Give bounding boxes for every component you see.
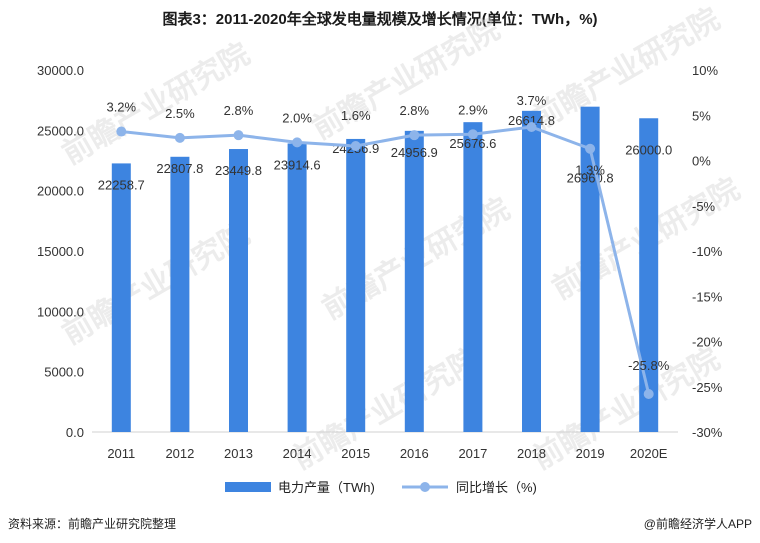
growth-value-label: 2.9% — [458, 102, 488, 117]
bar-value-label: 22258.7 — [98, 177, 145, 192]
x-axis-tick-label: 2013 — [224, 446, 253, 461]
x-axis-tick-label: 2012 — [165, 446, 194, 461]
legend-label-line: 同比增长（%) — [456, 480, 537, 495]
growth-value-label: 1.3% — [575, 163, 605, 178]
right-axis-tick-label: -5% — [692, 199, 716, 214]
growth-point — [526, 122, 537, 133]
growth-line-series — [116, 122, 654, 399]
growth-value-labels: 3.2% 2.5% 2.8% 2.0% 1.6% 2.8% 2.9% 3.7% 1.3% -25.… — [106, 93, 669, 373]
source-note: 资料来源：前瞻产业研究院整理 — [8, 517, 177, 531]
growth-point — [292, 137, 303, 148]
bar-value-label: 24956.9 — [391, 145, 438, 160]
growth-point — [174, 132, 185, 143]
right-axis-tick-label: -30% — [692, 425, 723, 440]
bar-value-label: 23449.8 — [215, 163, 262, 178]
bar — [463, 122, 483, 432]
growth-point — [233, 130, 244, 141]
bar — [522, 110, 541, 432]
watermark-text: 前瞻产业研究院 — [287, 342, 486, 477]
growth-value-label: 2.8% — [224, 103, 254, 118]
bar — [170, 156, 190, 432]
bar — [639, 118, 659, 433]
x-axis-tick-label: 2011 — [107, 446, 135, 461]
bar-series — [111, 106, 659, 433]
growth-value-label: 3.2% — [106, 100, 136, 115]
bar-value-label: 25676.6 — [449, 136, 496, 151]
left-axis-tick-label: 30000.0 — [37, 63, 84, 78]
right-axis-tick-label: 0% — [692, 154, 711, 169]
legend-swatch-marker — [420, 482, 430, 492]
right-axis-tick-label: -10% — [692, 244, 723, 259]
right-axis: 10% 5% 0% -5% -10% -15% -20% -25% -30% — [692, 63, 723, 440]
legend-label-bar: 电力产量（TWh) — [278, 480, 375, 495]
growth-point — [116, 126, 127, 137]
bar-value-label: 23914.6 — [274, 157, 321, 172]
bar — [229, 149, 248, 433]
left-axis-tick-label: 10000.0 — [37, 304, 84, 319]
right-axis-tick-label: -25% — [692, 380, 723, 395]
growth-point — [409, 130, 420, 141]
left-axis-tick-label: 20000.0 — [37, 184, 84, 199]
right-axis-tick-label: 5% — [692, 108, 711, 123]
bar-value-label: 26000.0 — [625, 142, 672, 157]
x-axis: 2011 2012 2013 2014 2015 2016 2017 2018 2019 2020… — [107, 446, 668, 461]
x-axis-tick-label: 2016 — [400, 446, 429, 461]
growth-value-label: 3.7% — [517, 93, 547, 108]
growth-point — [467, 129, 478, 140]
x-axis-tick-label: 2014 — [283, 446, 312, 461]
growth-point — [350, 141, 361, 152]
left-axis-tick-label: 15000.0 — [37, 244, 84, 259]
x-axis-tick-label: 2015 — [341, 446, 370, 461]
growth-value-label: 2.5% — [165, 106, 195, 121]
growth-point — [643, 388, 654, 399]
right-axis-tick-label: -15% — [692, 289, 723, 304]
watermark-text: 前瞻产业研究院 — [527, 342, 726, 477]
chart-title: 图表3：2011-2020年全球发电量规模及增长情况(单位：TWh，%) — [162, 11, 598, 28]
growth-point — [585, 143, 596, 154]
left-axis-tick-label: 0.0 — [66, 425, 84, 440]
bar — [346, 138, 366, 432]
watermark-text: 前瞻产业研究院 — [57, 217, 256, 352]
right-axis-tick-label: 10% — [692, 63, 718, 78]
bar-value-label: 22807.8 — [156, 161, 203, 176]
bar-value-label: 26614.8 — [508, 113, 555, 128]
bar — [580, 106, 600, 433]
legend: 电力产量（TWh) 同比增长（%) — [225, 480, 537, 495]
x-axis-tick-label: 2019 — [576, 446, 605, 461]
growth-value-label: 2.0% — [282, 110, 312, 125]
growth-value-label: -25.8% — [628, 358, 670, 373]
bar — [404, 130, 424, 433]
left-axis-tick-label: 25000.0 — [37, 123, 84, 138]
growth-line — [121, 125, 651, 395]
right-axis-tick-label: -20% — [692, 335, 723, 350]
left-axis: 0.0 5000.0 10000.0 15000.0 20000.0 25000.0 300… — [37, 63, 84, 440]
x-axis-tick-label: 2018 — [517, 446, 546, 461]
growth-value-label: 1.6% — [341, 108, 371, 123]
left-axis-tick-label: 5000.0 — [44, 365, 84, 380]
bar-value-label: 26960.8 — [567, 171, 614, 186]
bar — [287, 143, 307, 433]
x-axis-tick-label: 2017 — [458, 446, 487, 461]
legend-swatch-bar — [225, 482, 271, 492]
growth-value-label: 2.8% — [399, 103, 429, 118]
bar — [111, 163, 131, 432]
brand-credit: @前瞻经济学人APP — [643, 517, 752, 531]
x-axis-tick-label: 2020E — [630, 446, 668, 461]
